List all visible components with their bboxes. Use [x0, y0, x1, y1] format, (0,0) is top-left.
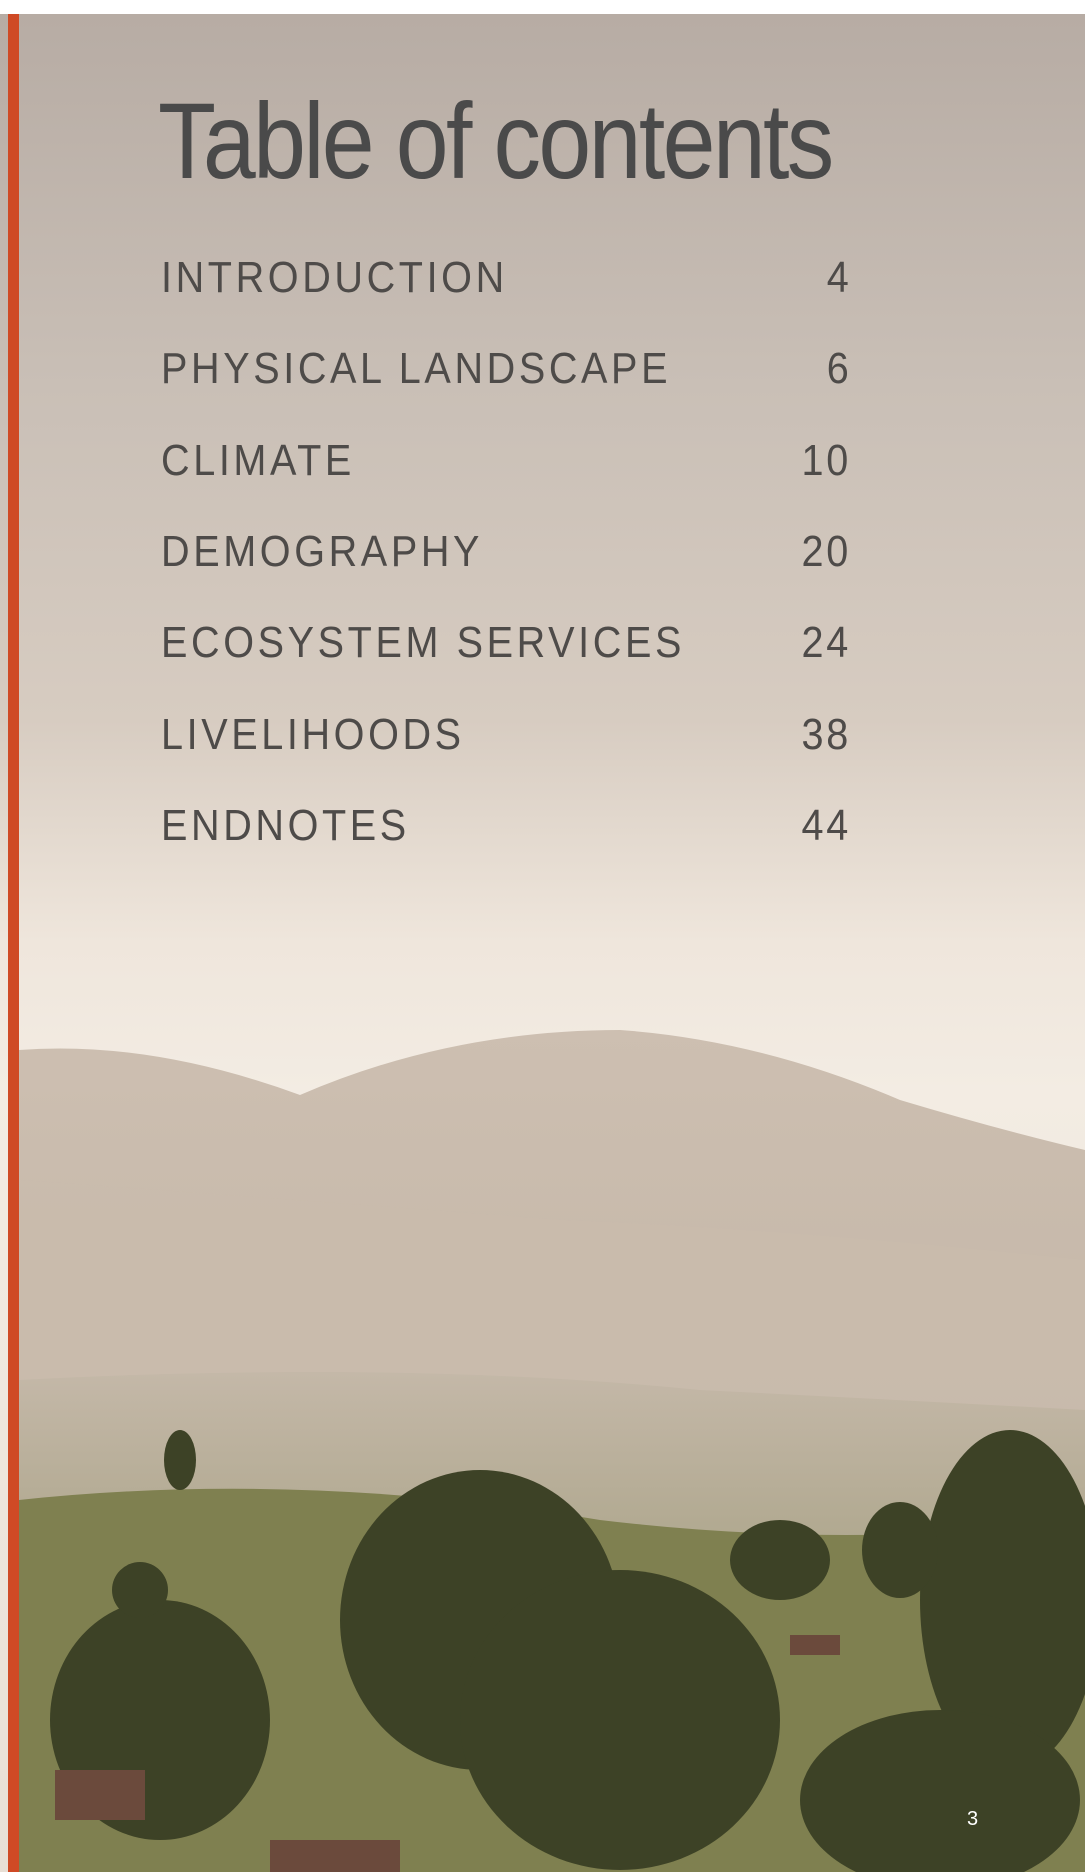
- entry-page: 24: [802, 618, 851, 668]
- entry-label: PHYSICAL LANDSCAPE: [161, 344, 671, 394]
- entry-page: 4: [826, 253, 851, 303]
- entry-page: 10: [802, 436, 851, 486]
- title: Table of contents: [158, 78, 832, 203]
- entry-label: ENDNOTES: [161, 801, 410, 851]
- entry-label: DEMOGRAPHY: [161, 527, 483, 577]
- toc-entry: DEMOGRAPHY 20: [161, 522, 851, 582]
- entry-page: 20: [802, 527, 851, 577]
- toc-entry: ENDNOTES 44: [161, 796, 851, 856]
- entry-page: 44: [802, 801, 851, 851]
- toc-entry: PHYSICAL LANDSCAPE 6: [161, 339, 851, 399]
- entry-page: 38: [802, 710, 851, 760]
- page-number: 3: [967, 1808, 978, 1831]
- toc-entry: LIVELIHOODS 38: [161, 705, 851, 765]
- toc-entry: CLIMATE 10: [161, 431, 851, 491]
- toc-entry: INTRODUCTION 4: [161, 248, 851, 308]
- entry-label: LIVELIHOODS: [161, 710, 465, 760]
- page: Table of contents INTRODUCTION 4 PHYSICAL …: [0, 0, 1085, 1872]
- entry-page: 6: [826, 344, 851, 394]
- entry-label: INTRODUCTION: [161, 253, 508, 303]
- entry-label: ECOSYSTEM SERVICES: [161, 618, 685, 668]
- toc-entry: ECOSYSTEM SERVICES 24: [161, 613, 851, 673]
- entry-label: CLIMATE: [161, 436, 355, 486]
